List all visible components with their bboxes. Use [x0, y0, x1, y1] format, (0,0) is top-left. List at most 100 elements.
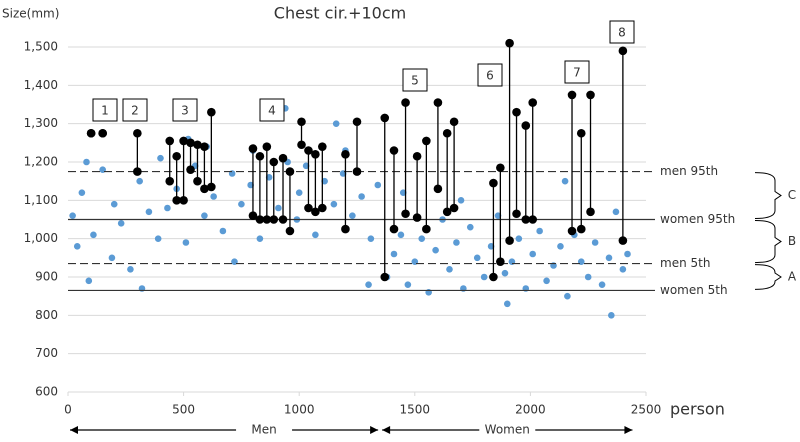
pair-low [207, 182, 216, 192]
group-box [92, 98, 118, 122]
pair-low [193, 176, 202, 186]
point [157, 154, 164, 162]
x-tick-label: 2500 [631, 403, 662, 417]
point [332, 120, 340, 127]
arrow-label: Women [485, 423, 530, 437]
point [330, 200, 338, 208]
group-box [172, 98, 198, 122]
point [321, 177, 328, 185]
point [453, 239, 460, 246]
point [85, 277, 93, 285]
point [90, 231, 97, 239]
pair-low [496, 257, 505, 266]
y-axis-label: Size(mm) [2, 7, 59, 21]
arrow-label-bg [479, 422, 536, 438]
pair-high [586, 90, 595, 100]
point [367, 235, 375, 242]
group-box [609, 20, 635, 44]
pair-low [269, 215, 279, 224]
point [238, 200, 245, 208]
point [564, 292, 571, 300]
point [73, 243, 81, 250]
pair-high [412, 151, 422, 161]
pair-high [496, 163, 505, 173]
pair-high [422, 136, 431, 146]
point [608, 312, 615, 319]
point [598, 281, 606, 288]
pair-low [389, 224, 399, 234]
pair-low [433, 184, 443, 194]
x-tick-label: 1500 [400, 403, 431, 417]
group-label: 4 [268, 104, 276, 118]
group-label: 7 [573, 66, 581, 80]
y-tick-label: 1,000 [24, 231, 58, 245]
pair-high [311, 150, 320, 159]
y-tick-label: 700 [35, 346, 58, 360]
group-box [402, 68, 428, 92]
pair-high [133, 128, 142, 138]
point [164, 204, 171, 212]
point [154, 235, 162, 242]
arrow-label: Men [251, 423, 276, 437]
group-box [122, 98, 148, 122]
point [624, 250, 631, 258]
y-tick-label: 900 [35, 270, 58, 284]
bracket-label: C [788, 188, 796, 202]
point [358, 193, 365, 200]
pair-low [576, 224, 586, 234]
point [503, 300, 511, 308]
pair-high [489, 178, 498, 188]
point [127, 266, 134, 273]
group-box [477, 63, 503, 87]
point [78, 189, 86, 196]
point [457, 197, 465, 204]
y-tick-label: 600 [35, 385, 58, 399]
point [487, 243, 495, 250]
pair-low [278, 215, 288, 224]
point [418, 235, 426, 242]
pair-high [165, 136, 175, 146]
pair-low [262, 215, 272, 224]
bracket [754, 172, 782, 219]
chart-title: Chest cir.+10cm [274, 4, 406, 23]
x-axis-label: person [670, 400, 725, 419]
group-label: 5 [411, 74, 419, 88]
pair-high [442, 128, 452, 138]
x-tick-label: 0 [64, 403, 72, 417]
pair-low [133, 167, 142, 176]
group-box [564, 60, 590, 84]
point [494, 212, 502, 219]
group-label: 1 [101, 104, 109, 118]
point [136, 177, 143, 185]
pair-low [521, 215, 531, 224]
point [219, 227, 227, 235]
pair-low [297, 140, 306, 150]
x-tick-label: 2000 [515, 403, 546, 417]
pair-low [380, 272, 390, 282]
point [312, 231, 319, 239]
pair-low [186, 165, 195, 174]
point [404, 281, 412, 288]
point [515, 235, 523, 242]
reference-label: men 5th [660, 256, 710, 270]
pair-high [449, 117, 459, 127]
pair-low [442, 207, 452, 217]
pair-low [449, 203, 459, 213]
pair-high [521, 121, 531, 130]
pair-high [380, 113, 390, 123]
point [591, 239, 599, 246]
pair-high [528, 98, 538, 107]
pair-high [98, 128, 107, 138]
pair-high [200, 142, 209, 151]
point [584, 273, 592, 281]
x-tick-label: 500 [172, 403, 195, 417]
pair-high [401, 98, 410, 107]
y-tick-label: 800 [35, 308, 58, 322]
pair-low [165, 176, 175, 186]
point [117, 220, 125, 227]
point [247, 181, 254, 189]
pair-high [86, 128, 96, 138]
point [473, 254, 481, 262]
pair-low [172, 196, 181, 205]
point [543, 277, 550, 285]
